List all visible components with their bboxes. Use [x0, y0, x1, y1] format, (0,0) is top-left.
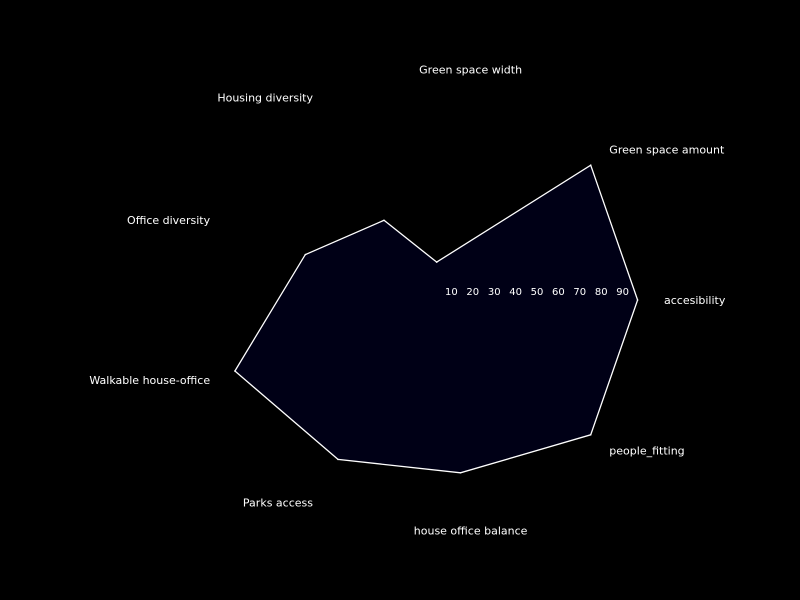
axis-label-office-diversity: Office diversity	[127, 214, 211, 227]
data-point-green-space-amount	[589, 164, 592, 166]
data-point-people-fitting	[589, 434, 592, 436]
data-point-accesibility	[636, 299, 639, 301]
axis-label-green-space-width: Green space width	[419, 64, 522, 77]
data-point-house-office-balance	[459, 472, 462, 474]
data-point-housing-diversity	[383, 219, 385, 222]
r-tick-label: 10	[445, 287, 458, 298]
axis-label-people-fitting: people_fitting	[609, 444, 684, 457]
r-tick-label: 90	[616, 287, 629, 298]
r-tick-label: 20	[466, 287, 479, 298]
r-tick-label: 40	[509, 287, 522, 298]
axis-label-house-office-balance: house office balance	[414, 524, 528, 537]
axis-label-accesibility: accesibility	[664, 294, 726, 307]
axis-label-green-space-amount: Green space amount	[609, 144, 725, 157]
data-point-parks-access	[337, 458, 339, 461]
r-tick-label: 80	[595, 287, 608, 298]
r-tick-label: 60	[552, 287, 565, 298]
axis-labels: accesibility Green space amount Green spac…	[89, 64, 725, 538]
series-polygon	[234, 164, 639, 474]
r-tick-label: 50	[531, 287, 544, 298]
data-point-office-diversity	[304, 253, 307, 256]
data-point-green-space-width	[435, 261, 438, 263]
radial-tick-labels: 10 20 30 40 50 60 70 80 90	[445, 287, 629, 298]
plot-area	[234, 164, 639, 474]
data-point-walkable-house-office	[234, 370, 236, 372]
r-tick-label: 70	[573, 287, 586, 298]
axis-label-parks-access: Parks access	[243, 497, 313, 510]
axis-label-housing-diversity: Housing diversity	[217, 91, 313, 104]
r-tick-label: 30	[488, 287, 501, 298]
axis-label-walkable-house-office: Walkable house-office	[89, 374, 210, 387]
